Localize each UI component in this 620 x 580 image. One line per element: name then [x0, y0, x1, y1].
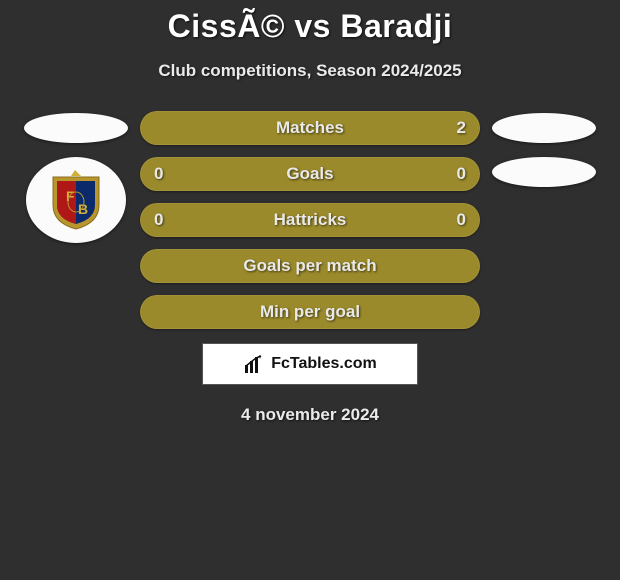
subtitle: Club competitions, Season 2024/2025 — [0, 61, 620, 81]
svg-text:B: B — [78, 201, 88, 217]
brand-box[interactable]: FcTables.com — [202, 343, 418, 385]
player-avatar-placeholder — [24, 113, 128, 143]
brand-label: FcTables.com — [271, 355, 377, 373]
stat-left-value: 0 — [154, 210, 184, 230]
shield-icon: F B — [49, 169, 103, 231]
stat-row-gpm: Goals per match — [140, 249, 480, 283]
stat-left-value: 0 — [154, 164, 184, 184]
stat-row-goals: 0 Goals 0 — [140, 157, 480, 191]
stat-label: Goals per match — [184, 256, 436, 276]
stats-column: Matches 2 0 Goals 0 0 Hattricks 0 Goals … — [140, 111, 480, 329]
stat-label: Goals — [184, 164, 436, 184]
date-line: 4 november 2024 — [0, 405, 620, 425]
comparison-card: CissÃ© vs Baradji Club competitions, Sea… — [0, 0, 620, 425]
stat-right-value: 0 — [436, 164, 466, 184]
bars-icon — [243, 353, 265, 375]
stat-right-value: 0 — [436, 210, 466, 230]
right-side-col — [488, 111, 600, 187]
svg-text:F: F — [66, 188, 75, 204]
stat-label: Hattricks — [184, 210, 436, 230]
stat-right-value: 2 — [436, 118, 466, 138]
stat-row-hattricks: 0 Hattricks 0 — [140, 203, 480, 237]
stat-label: Min per goal — [184, 302, 436, 322]
club-badge-placeholder — [492, 157, 596, 187]
stat-label: Matches — [184, 118, 436, 138]
stat-row-mpg: Min per goal — [140, 295, 480, 329]
stat-row-matches: Matches 2 — [140, 111, 480, 145]
club-badge-left: F B — [26, 157, 126, 243]
player-avatar-placeholder — [492, 113, 596, 143]
content-row: F B Matches 2 0 Goals 0 0 Hattricks 0 — [0, 111, 620, 329]
left-side-col: F B — [20, 111, 132, 243]
page-title: CissÃ© vs Baradji — [0, 8, 620, 45]
